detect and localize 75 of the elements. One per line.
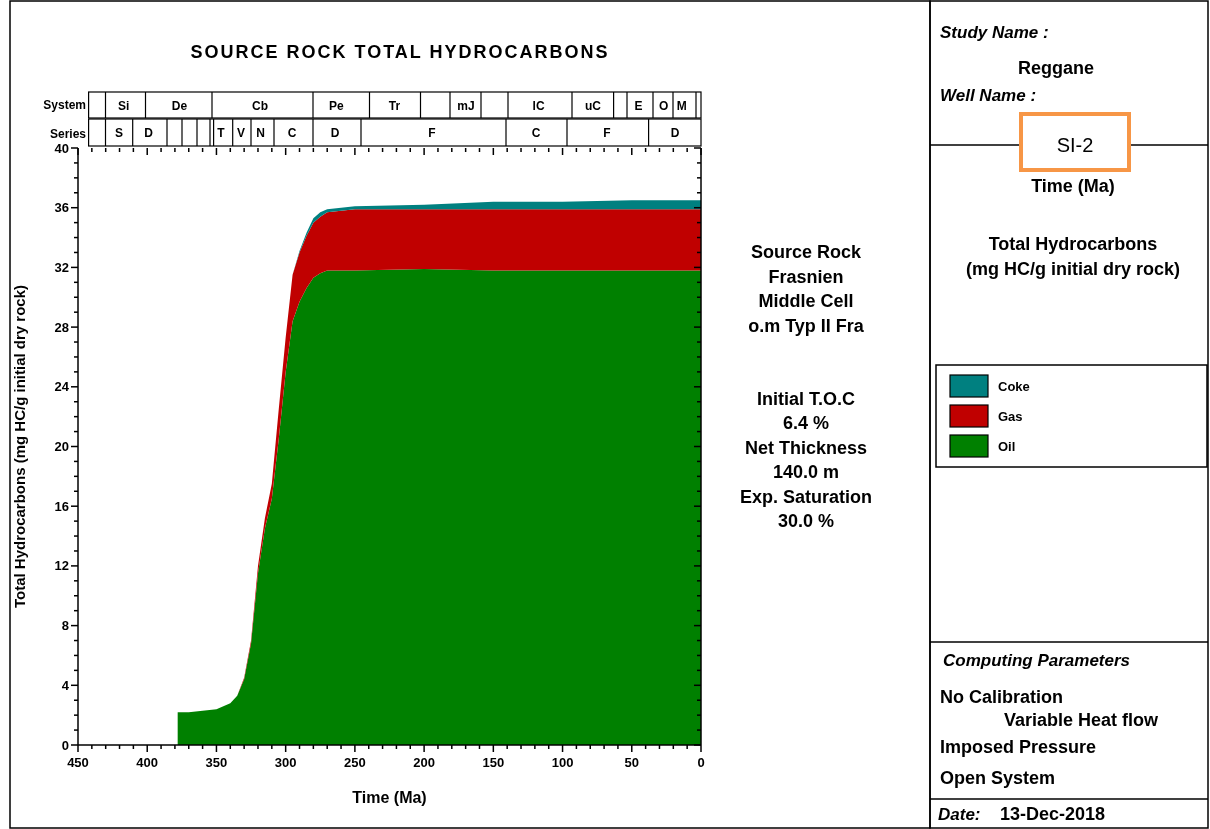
text: Imposed Pressure: [940, 737, 1097, 757]
y-tick-label: 40: [54, 140, 69, 156]
chart-title: SOURCE ROCK TOTAL HYDROCARBONS: [190, 42, 610, 62]
legend-label: Oil: [998, 439, 1016, 454]
text: 6.4 %: [782, 413, 830, 433]
text: De: [171, 98, 188, 113]
source-note: Source Rock: [750, 242, 862, 262]
text: Study Name :: [940, 23, 1049, 42]
text: Si: [117, 98, 130, 113]
text: Time (Ma): [1031, 176, 1115, 196]
text: uC: [585, 98, 602, 113]
y-tick-label: 0: [61, 737, 69, 753]
x-tick-label: 350: [205, 755, 228, 770]
text: Initial T.O.C: [756, 389, 856, 409]
text: D: [670, 126, 680, 140]
x-tick-label: 300: [274, 755, 297, 770]
y-axis-title: Total Hydrocarbons (mg HC/g initial dry rock): [11, 284, 28, 609]
text: Series: [49, 127, 87, 141]
text: o.m Typ II Fra: [748, 316, 865, 336]
text: V: [236, 126, 246, 140]
text: D: [330, 126, 340, 140]
y-tick-label: 24: [54, 379, 70, 395]
x-tick-label: 250: [344, 755, 366, 770]
text: E: [634, 98, 643, 113]
text: Net Thickness: [744, 438, 868, 458]
text: Computing Parameters: [943, 651, 1131, 670]
text: 13-Dec-2018: [1000, 804, 1106, 824]
y-tick-label: 28: [54, 319, 69, 335]
x-tick-label: 200: [413, 755, 435, 770]
text: Variable Heat flow: [1004, 710, 1160, 730]
legend-label: Gas: [998, 409, 1023, 424]
legend-label: Coke: [998, 379, 1030, 394]
text: No Calibration: [940, 687, 1064, 707]
text: Cb: [252, 98, 268, 113]
x-tick-label: 0: [697, 755, 705, 770]
y-tick-label: 32: [54, 259, 69, 275]
text: (mg HC/g initial dry rock): [965, 259, 1181, 279]
text: 30.0 %: [777, 511, 835, 531]
text: S: [114, 126, 124, 140]
text: C: [287, 126, 297, 140]
text: Middle Cell: [758, 291, 854, 311]
text: F: [603, 126, 611, 140]
y-tick-label: 20: [54, 439, 69, 454]
text: Total Hydrocarbons: [988, 234, 1158, 254]
text: M: [676, 98, 687, 113]
y-tick-label: 8: [61, 618, 69, 634]
y-tick-label: 36: [54, 200, 69, 216]
text: Date:: [938, 805, 981, 824]
text: F: [428, 126, 436, 140]
text: 140.0 m: [772, 462, 840, 482]
text: System: [43, 98, 86, 112]
text: Frasnien: [768, 267, 844, 287]
x-tick-label: 450: [67, 755, 89, 770]
y-tick-label: 12: [54, 558, 69, 574]
text: lC: [532, 98, 545, 113]
text: Pe: [329, 98, 345, 113]
text: Reggane: [1017, 58, 1095, 78]
text: N: [256, 126, 265, 140]
x-axis-title: Time (Ma): [352, 789, 427, 806]
x-tick-label: 400: [136, 755, 159, 770]
y-tick-label: 4: [61, 677, 70, 693]
text: Well Name :: [940, 86, 1037, 105]
text: C: [531, 126, 541, 140]
y-tick-label: 16: [54, 498, 69, 514]
text: Exp. Saturation: [739, 487, 873, 507]
text: T: [217, 126, 226, 140]
text: O: [658, 98, 669, 113]
x-tick-label: 150: [482, 755, 505, 770]
text: Open System: [940, 768, 1056, 788]
text: SI-2: [1056, 134, 1094, 156]
x-tick-label: 100: [551, 755, 574, 770]
text: Tr: [388, 98, 401, 113]
x-tick-label: 50: [624, 755, 640, 770]
text: mJ: [457, 98, 475, 113]
text: D: [144, 126, 154, 140]
